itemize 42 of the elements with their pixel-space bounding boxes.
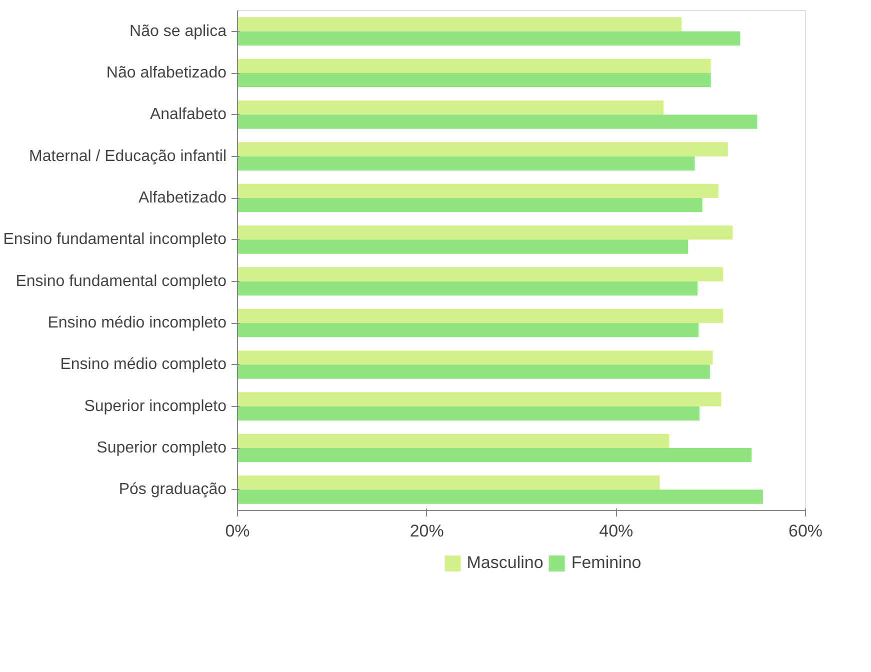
y-tick-label: Ensino fundamental completo [16,272,227,290]
bar [238,406,700,420]
x-tick-label: 40% [599,522,634,540]
y-tick-label: Superior completo [96,440,227,456]
bar [238,490,763,504]
bar [238,350,713,365]
bar [238,142,728,156]
x-tick-label: 20% [410,522,444,540]
legend-label: Masculino [466,553,544,573]
bar [238,226,733,240]
bar [238,17,682,32]
y-tick-label: Analfabeto [150,106,227,124]
y-tick-label: Não alfabetizado [106,64,227,82]
legend-label: Feminino [571,553,642,573]
x-tick-label: 60% [788,522,823,540]
bar [238,267,724,282]
bar [238,308,724,323]
bar [238,184,718,198]
bar [238,156,695,170]
bar [238,392,722,406]
y-tick-label: Pós graduação [118,481,227,498]
bar [238,31,740,46]
bar [238,73,711,88]
bar [238,476,660,490]
y-tick-label: Ensino médio incompleto [48,314,227,332]
y-tick-label: Não se aplica [130,22,227,40]
y-tick-label: Ensino fundamental incompleto [3,231,227,248]
y-tick-label: Alfabetizado [138,190,227,206]
y-tick-label: Ensino médio completo [60,356,227,374]
bar [238,198,702,212]
bar [238,448,752,462]
bar [238,114,758,129]
bar [238,100,664,115]
bar [238,364,710,379]
x-tick-label: 0% [225,522,250,540]
bar [238,58,711,73]
bar [238,323,699,338]
bar [238,434,670,448]
bar [238,240,688,254]
bar [238,281,698,296]
y-tick-label: Superior incompleto [84,398,227,415]
y-tick-label: Maternal / Educação infantil [29,148,227,165]
